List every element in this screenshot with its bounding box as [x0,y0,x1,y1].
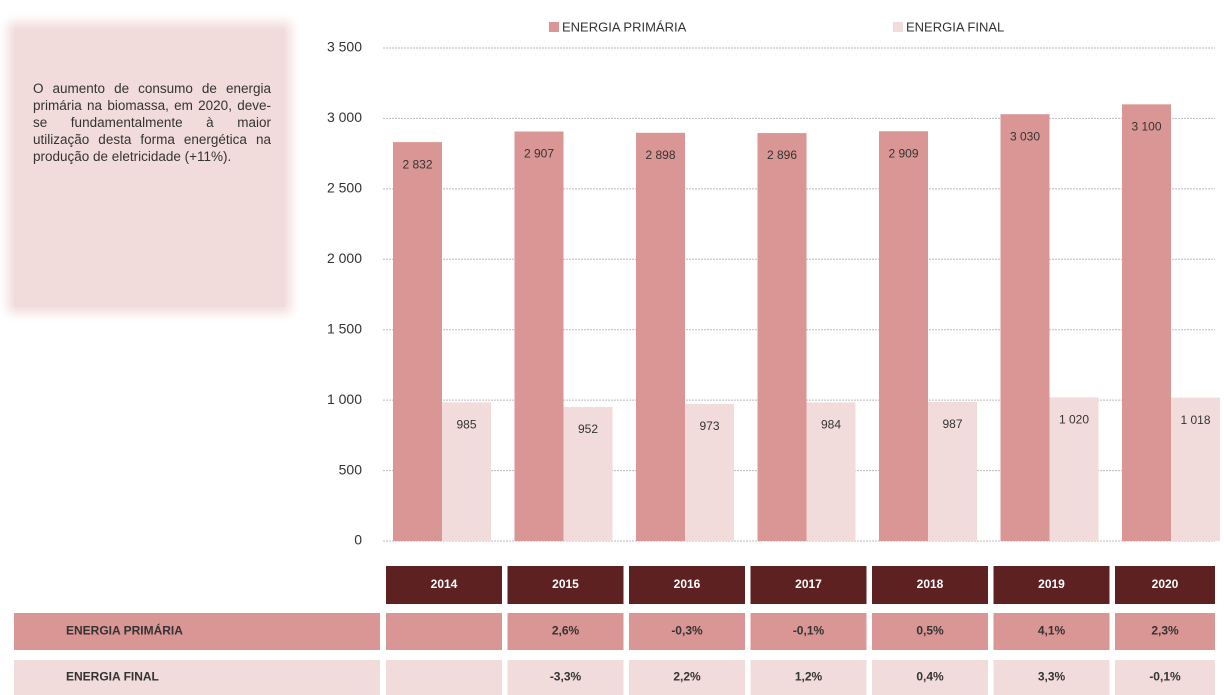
table-cell [629,660,745,695]
table-cell-text: -0,1% [1149,670,1181,684]
table-header-text: 2014 [431,577,458,591]
value-label: 2 909 [888,146,918,160]
value-label: 3 030 [1010,129,1040,143]
table-cell-text: 0,4% [916,670,944,684]
table-header-cell [872,566,988,604]
table-header-text: 2019 [1038,577,1065,591]
note-box: O aumento de consumo de energia primária… [14,28,285,307]
bar [1171,397,1220,541]
legend-swatch [893,22,903,32]
table-header-cell [1115,566,1215,604]
bar [442,402,491,541]
bar [806,402,856,541]
table-cell [1115,660,1215,695]
legend-label: ENERGIA PRIMÁRIA [562,19,687,34]
table-header-cell [386,566,502,604]
table-cell [1115,613,1215,650]
table-cell [629,613,745,650]
bar [393,142,442,541]
table-row-label-cell [14,660,380,695]
table-cell [872,660,988,695]
value-label: 2 896 [767,148,797,162]
bar [928,401,977,541]
bar [563,406,613,541]
table-cell [507,660,624,695]
value-label: 985 [456,417,476,431]
value-label: 952 [578,422,598,436]
table-header-cell [993,566,1110,604]
value-label: 2 898 [645,148,675,162]
bar [1049,397,1099,541]
table-cell [750,660,867,695]
bar [514,131,564,541]
table-cell-text: 1,2% [795,670,823,684]
value-label: 3 100 [1131,120,1161,134]
bar [757,133,807,542]
table-cell [507,613,624,650]
value-label: 987 [942,417,962,431]
value-label: 1 018 [1180,413,1210,427]
table-cell [993,613,1110,650]
table-header-cell [629,566,745,604]
y-tick-label: 3 000 [327,109,362,125]
y-tick-label: 1 000 [327,391,362,407]
table-cell-text: 2,3% [1151,624,1179,638]
bar [685,403,734,541]
value-label: 973 [699,419,719,433]
table-cell [993,660,1110,695]
value-label: 2 907 [524,147,554,161]
table-header-cell [750,566,867,604]
table-cell-text: 0,5% [916,624,944,638]
bar [636,132,685,541]
table-cell-text: 3,3% [1038,670,1066,684]
legend-swatch [549,22,559,32]
table-cell-text: 2,6% [552,624,580,638]
table-cell [750,613,867,650]
table-cell-text: -3,3% [550,670,582,684]
y-tick-label: 1 500 [327,320,362,336]
y-tick-label: 500 [339,461,363,477]
table-header-text: 2017 [795,577,822,591]
table-row-label: ENERGIA FINAL [66,670,159,684]
table-header-text: 2020 [1152,577,1179,591]
table-cell-text: -0,1% [793,624,825,638]
value-label: 2 832 [402,157,432,171]
table-cell [872,613,988,650]
y-tick-label: 3 500 [327,39,362,55]
y-tick-label: 2 500 [327,180,362,196]
table-row-label: ENERGIA PRIMÁRIA [66,623,183,638]
value-label: 984 [821,418,841,432]
bar [879,131,928,541]
table-cell [386,660,502,695]
table-cell-text: 4,1% [1038,624,1066,638]
y-tick-label: 0 [354,532,362,548]
table-header-text: 2015 [552,577,579,591]
table-row-label-cell [14,613,380,650]
value-label: 1 020 [1059,412,1089,426]
table-header-cell [507,566,624,604]
table-cell-text: 2,2% [673,670,701,684]
table-header-text: 2016 [674,577,701,591]
table-header-text: 2018 [917,577,944,591]
table-cell [386,613,502,650]
note-text: O aumento de consumo de energia primária… [33,81,271,164]
y-tick-label: 2 000 [327,250,362,266]
bar [1122,104,1171,541]
bar [1000,114,1050,542]
table-cell-text: -0,3% [671,624,703,638]
legend-label: ENERGIA FINAL [906,19,1004,34]
